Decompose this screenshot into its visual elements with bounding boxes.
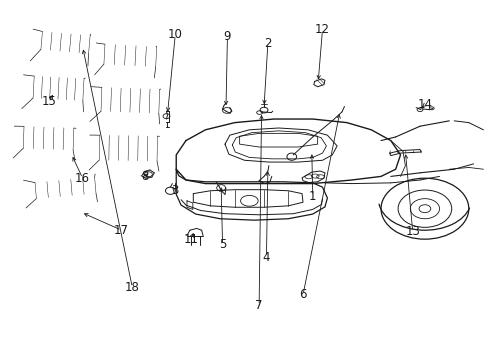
Text: 11: 11 [183,233,198,246]
Text: 1: 1 [308,190,316,203]
Text: 12: 12 [314,23,329,36]
Text: 7: 7 [255,299,263,312]
Text: 9: 9 [223,30,231,43]
Text: 18: 18 [124,281,140,294]
Text: 5: 5 [219,238,226,251]
Text: 13: 13 [405,225,419,238]
Text: 14: 14 [417,98,431,111]
Text: 6: 6 [299,288,306,301]
Text: 15: 15 [42,95,57,108]
Text: 4: 4 [262,251,270,264]
Text: 16: 16 [75,172,90,185]
Text: 3: 3 [171,184,179,197]
Text: 8: 8 [141,170,148,183]
Text: 17: 17 [114,224,129,237]
Text: 2: 2 [264,36,271,50]
Text: 10: 10 [167,28,183,41]
